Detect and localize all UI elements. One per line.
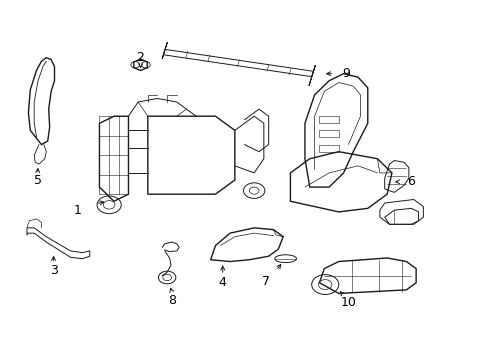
Text: 4: 4 [218, 276, 226, 289]
Text: 8: 8 [168, 294, 176, 307]
Text: 1: 1 [74, 204, 81, 217]
Text: 10: 10 [340, 296, 356, 309]
Text: 6: 6 [407, 175, 414, 188]
Text: 7: 7 [262, 275, 270, 288]
Text: 5: 5 [34, 174, 41, 186]
Text: 9: 9 [342, 67, 349, 80]
Text: 2: 2 [136, 51, 144, 64]
Text: 3: 3 [49, 264, 58, 277]
